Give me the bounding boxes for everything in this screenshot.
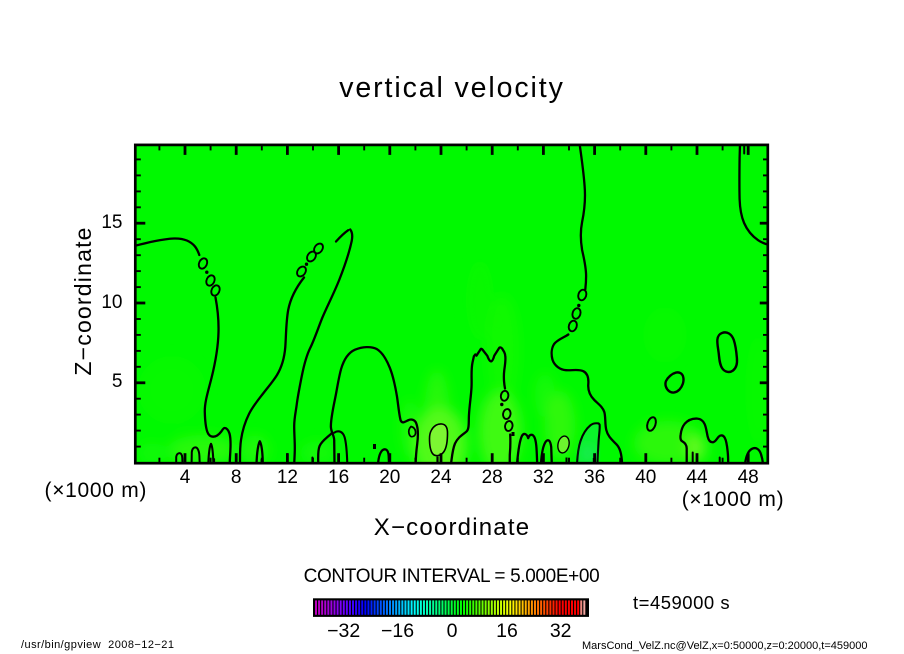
svg-text:Z−coordinate: Z−coordinate [70,226,96,375]
